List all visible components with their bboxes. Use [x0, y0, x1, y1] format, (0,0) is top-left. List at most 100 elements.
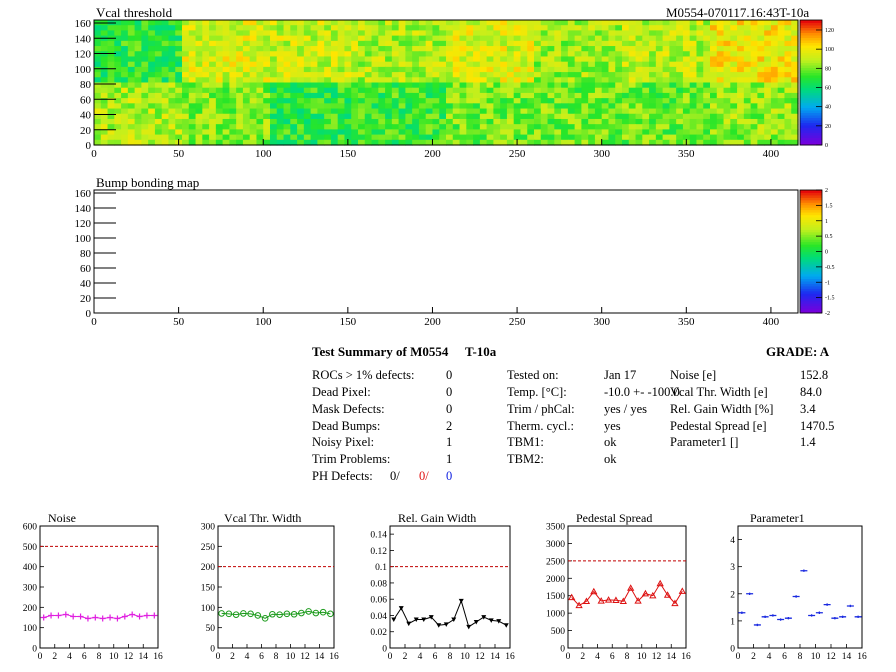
map-cell: [547, 129, 555, 136]
map-cell: [479, 92, 488, 99]
map-cell: [506, 124, 515, 130]
map-cell: [317, 134, 325, 141]
map-cell: [764, 77, 772, 84]
chart-y-tick-label: 3: [730, 563, 735, 573]
map-cell: [588, 118, 596, 125]
map-cell: [249, 92, 258, 99]
map-cell: [344, 77, 352, 84]
map-cell: [161, 92, 170, 99]
map-cell: [141, 124, 149, 130]
chart-y-tick-label: 500: [23, 543, 38, 553]
map-cell: [696, 103, 704, 110]
map-cell: [391, 124, 400, 130]
map-cell: [297, 51, 305, 58]
defect-label: Dead Pixel:: [312, 385, 371, 399]
chart-y-tick-label: 2000: [546, 575, 565, 585]
map-cell: [540, 103, 549, 110]
map-cell: [540, 72, 549, 78]
map-cell: [242, 139, 251, 146]
map-cell: [588, 129, 596, 136]
map-cell: [743, 30, 752, 37]
palette-band: [800, 249, 822, 252]
chart-x-tick-label: 0: [566, 652, 571, 662]
map-cell: [473, 113, 481, 120]
map-x-tick-label: 250: [509, 316, 526, 328]
map-cell: [134, 129, 142, 136]
map-cell: [730, 25, 738, 32]
chart-point: [800, 569, 808, 572]
map-cell: [723, 35, 731, 42]
map-cell: [249, 82, 258, 89]
map-cell: [405, 118, 413, 125]
map-cell: [513, 87, 522, 94]
map-cell: [141, 139, 149, 146]
map-cell: [432, 92, 440, 99]
map-cell: [222, 139, 230, 146]
palette-band: [800, 37, 822, 41]
map-cell: [554, 129, 562, 136]
map-cell: [148, 113, 156, 120]
map-cell: [459, 20, 467, 26]
map-cell: [263, 118, 271, 125]
map-cell: [439, 72, 447, 78]
map-cell: [385, 40, 393, 47]
chart-point: [663, 591, 672, 598]
map-cell: [418, 30, 427, 37]
map-cell: [337, 139, 346, 146]
map-cell: [696, 139, 704, 146]
map-cell: [452, 40, 461, 47]
map-cell: [655, 51, 664, 58]
palette-band: [800, 244, 822, 248]
map-cell: [175, 25, 183, 32]
map-cell: [642, 30, 650, 37]
map-cell: [723, 25, 731, 32]
map-cell: [757, 46, 765, 52]
map-cell: [303, 129, 312, 136]
chart-y-tick-label: 0: [730, 645, 735, 655]
map-cell: [452, 124, 461, 130]
map-cell: [134, 103, 142, 110]
map-cell: [405, 61, 413, 68]
map-cell: [182, 103, 190, 110]
map-cell: [358, 103, 366, 110]
map-cell: [195, 87, 203, 94]
average-value: 3.4: [800, 402, 816, 416]
map-cell: [743, 20, 752, 26]
map-cell: [594, 129, 603, 136]
map-cell: [175, 35, 183, 42]
map-cell: [784, 35, 792, 42]
map-cell: [364, 134, 373, 141]
map-cell: [94, 82, 102, 89]
map-cell: [317, 77, 325, 84]
map-cell: [784, 25, 792, 32]
palette-band: [800, 57, 822, 61]
map-cell: [601, 103, 610, 110]
map-cell: [364, 25, 373, 32]
map-cell: [493, 20, 501, 26]
map-cell: [716, 92, 725, 99]
map-cell: [737, 20, 745, 26]
map-cell: [540, 25, 549, 32]
defect-label: ROCs > 1% defects:: [312, 368, 415, 382]
map-cell: [689, 40, 698, 47]
map-cell: [622, 82, 630, 89]
map-cell: [188, 103, 197, 110]
map-cell: [649, 72, 657, 78]
map-cell: [743, 129, 752, 136]
map-cell: [154, 61, 163, 68]
map-cell: [425, 30, 434, 37]
map-cell: [770, 103, 779, 110]
map-cell: [710, 61, 718, 68]
map-cell: [581, 134, 589, 141]
map-cell: [466, 139, 474, 146]
map-cell: [141, 35, 149, 42]
map-cell: [317, 51, 325, 58]
map-cell: [425, 51, 434, 58]
map-cell: [195, 134, 203, 141]
map-cell: [351, 51, 359, 58]
map-cell: [452, 92, 461, 99]
map-cell: [601, 113, 610, 120]
map-cell: [635, 77, 643, 84]
map-cell: [242, 103, 251, 110]
map-cell: [297, 108, 305, 115]
